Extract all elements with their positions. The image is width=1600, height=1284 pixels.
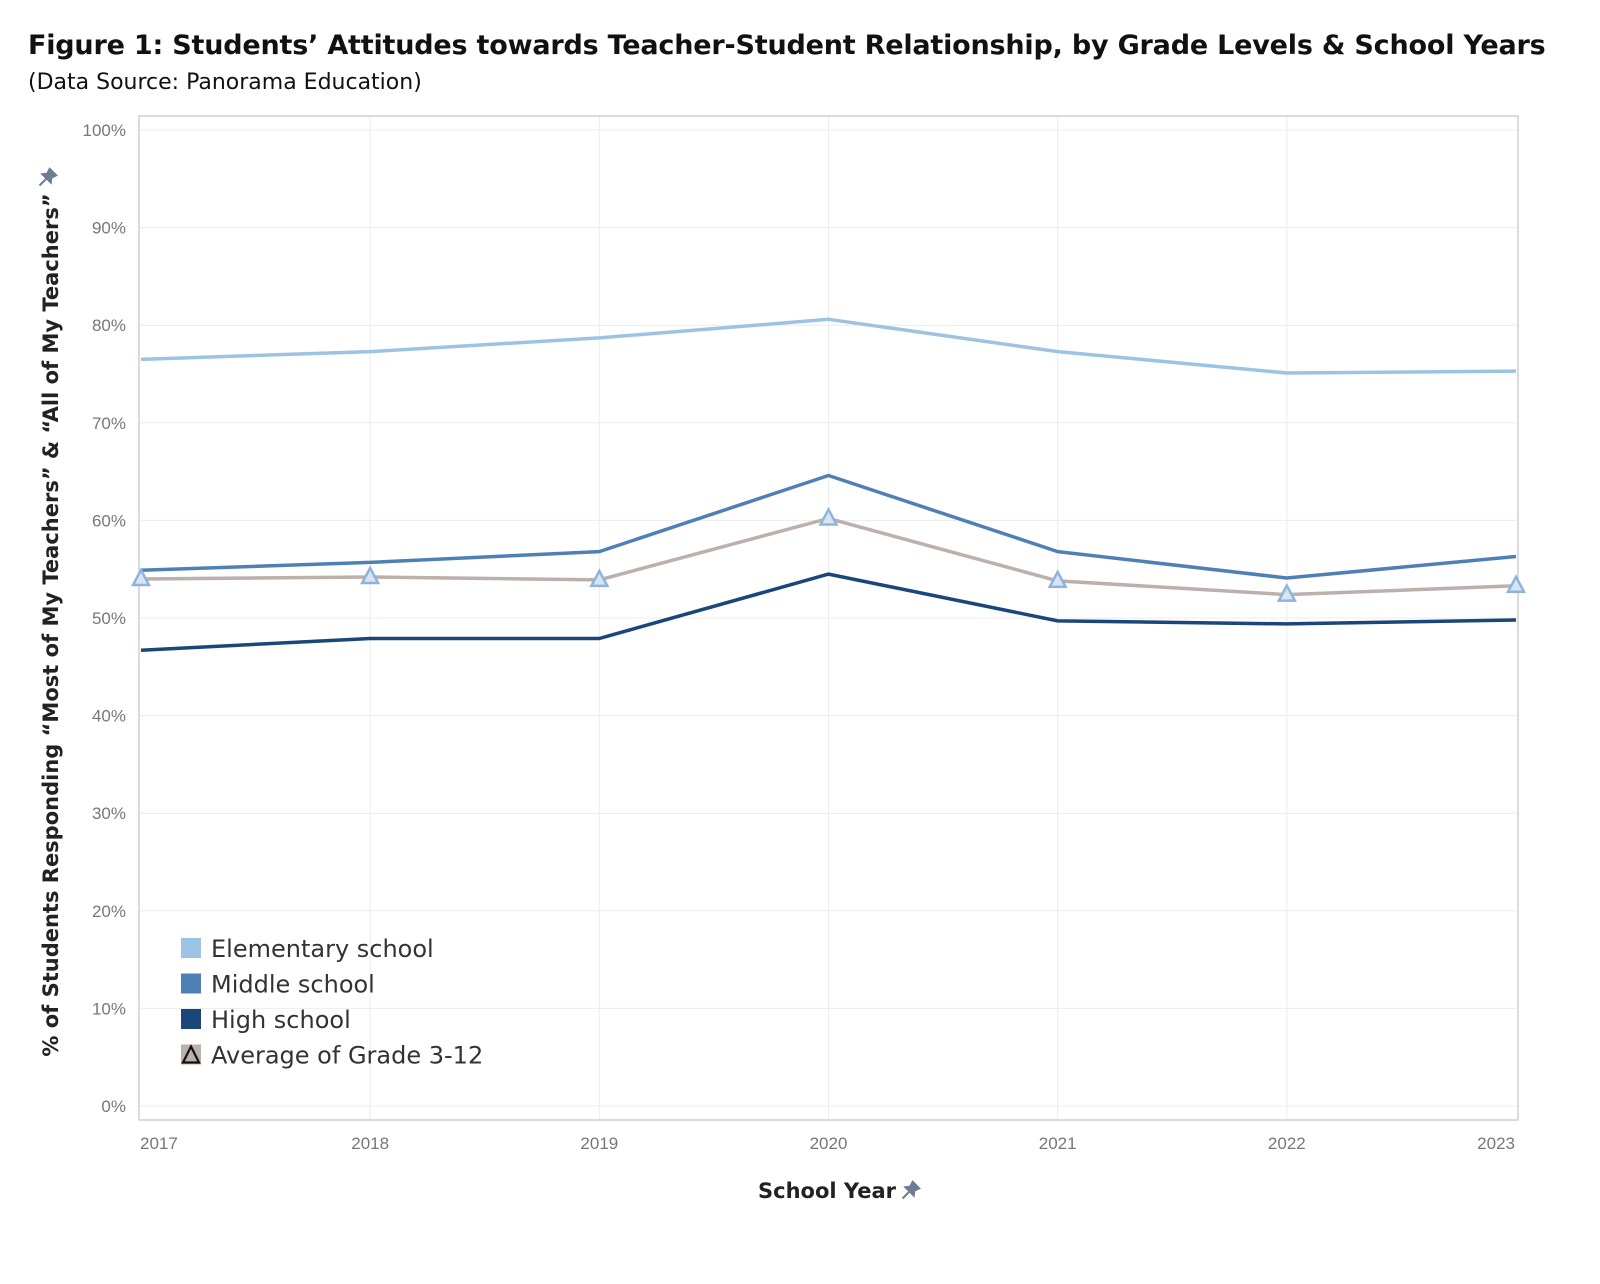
y-tick-label: 40% bbox=[92, 707, 126, 726]
legend-item: Average of Grade 3-12 bbox=[181, 1042, 483, 1070]
plot-area-frame bbox=[138, 115, 1519, 1121]
legend-label: Middle school bbox=[211, 971, 375, 999]
x-tick-label: 2017 bbox=[140, 1134, 178, 1153]
series-line-middle-school bbox=[140, 473, 1517, 580]
x-axis-pin-icon bbox=[901, 1180, 921, 1200]
legend-swatch bbox=[181, 938, 201, 958]
data-point-triangle bbox=[818, 506, 839, 526]
legend: Elementary school Middle school High schoo… bbox=[181, 935, 483, 1070]
y-tick-label: 10% bbox=[92, 999, 126, 1018]
x-tick-label: 2021 bbox=[1039, 1134, 1077, 1153]
data-point-triangle bbox=[589, 568, 610, 588]
legend-label: High school bbox=[211, 1006, 351, 1034]
gridlines bbox=[139, 116, 1518, 1120]
x-tick-label: 2020 bbox=[810, 1134, 848, 1153]
x-axis-ticks: 2017 2018 2019 2020 2021 2022 2023 bbox=[140, 1134, 1515, 1153]
y-tick-label: 90% bbox=[92, 219, 126, 238]
y-tick-label: 30% bbox=[92, 804, 126, 823]
x-tick-label: 2022 bbox=[1268, 1134, 1306, 1153]
x-tick-label: 2019 bbox=[580, 1134, 618, 1153]
legend-item: Elementary school bbox=[181, 935, 434, 963]
x-axis-title-group: School Year bbox=[758, 1179, 921, 1203]
y-axis-ticks: 0% 10% 20% 30% 40% 50% 60% 70% 80% 90% 100% bbox=[83, 121, 126, 1116]
legend-swatch bbox=[181, 1009, 201, 1029]
x-tick-label: 2018 bbox=[351, 1134, 389, 1153]
legend-swatch bbox=[181, 1044, 201, 1065]
y-axis-title: % of Students Responding “Most of My Tea… bbox=[39, 193, 63, 1056]
data-point-triangle bbox=[1505, 574, 1527, 594]
x-axis-title: School Year bbox=[758, 1179, 897, 1203]
y-tick-label: 60% bbox=[92, 511, 126, 530]
y-tick-label: 0% bbox=[101, 1097, 126, 1116]
y-tick-label: 20% bbox=[92, 902, 126, 921]
legend-item: Middle school bbox=[181, 971, 375, 999]
y-tick-label: 80% bbox=[92, 316, 126, 335]
legend-item: High school bbox=[181, 1006, 351, 1034]
y-axis-pin-icon bbox=[38, 167, 58, 187]
data-point-triangle bbox=[130, 567, 152, 587]
series-line-elementary-school bbox=[140, 317, 1517, 375]
data-point-triangle bbox=[1276, 582, 1297, 602]
y-axis-title-group: % of Students Responding “Most of My Tea… bbox=[38, 167, 63, 1057]
chart-title: Figure 1: Students’ Attitudes towards Te… bbox=[28, 30, 1546, 61]
x-tick-label: 2023 bbox=[1477, 1134, 1515, 1153]
triangle-icon bbox=[181, 1044, 201, 1064]
y-tick-label: 100% bbox=[83, 121, 126, 140]
legend-label: Average of Grade 3-12 bbox=[211, 1042, 483, 1070]
legend-swatch bbox=[181, 973, 201, 994]
series-markers bbox=[130, 506, 1527, 602]
series-line-high-school bbox=[140, 572, 1517, 652]
chart-subtitle: (Data Source: Panorama Education) bbox=[28, 70, 422, 95]
legend-label: Elementary school bbox=[211, 935, 434, 963]
y-tick-label: 50% bbox=[92, 609, 126, 628]
y-tick-label: 70% bbox=[92, 414, 126, 433]
data-point-triangle bbox=[1047, 569, 1068, 589]
data-point-triangle bbox=[360, 565, 381, 585]
